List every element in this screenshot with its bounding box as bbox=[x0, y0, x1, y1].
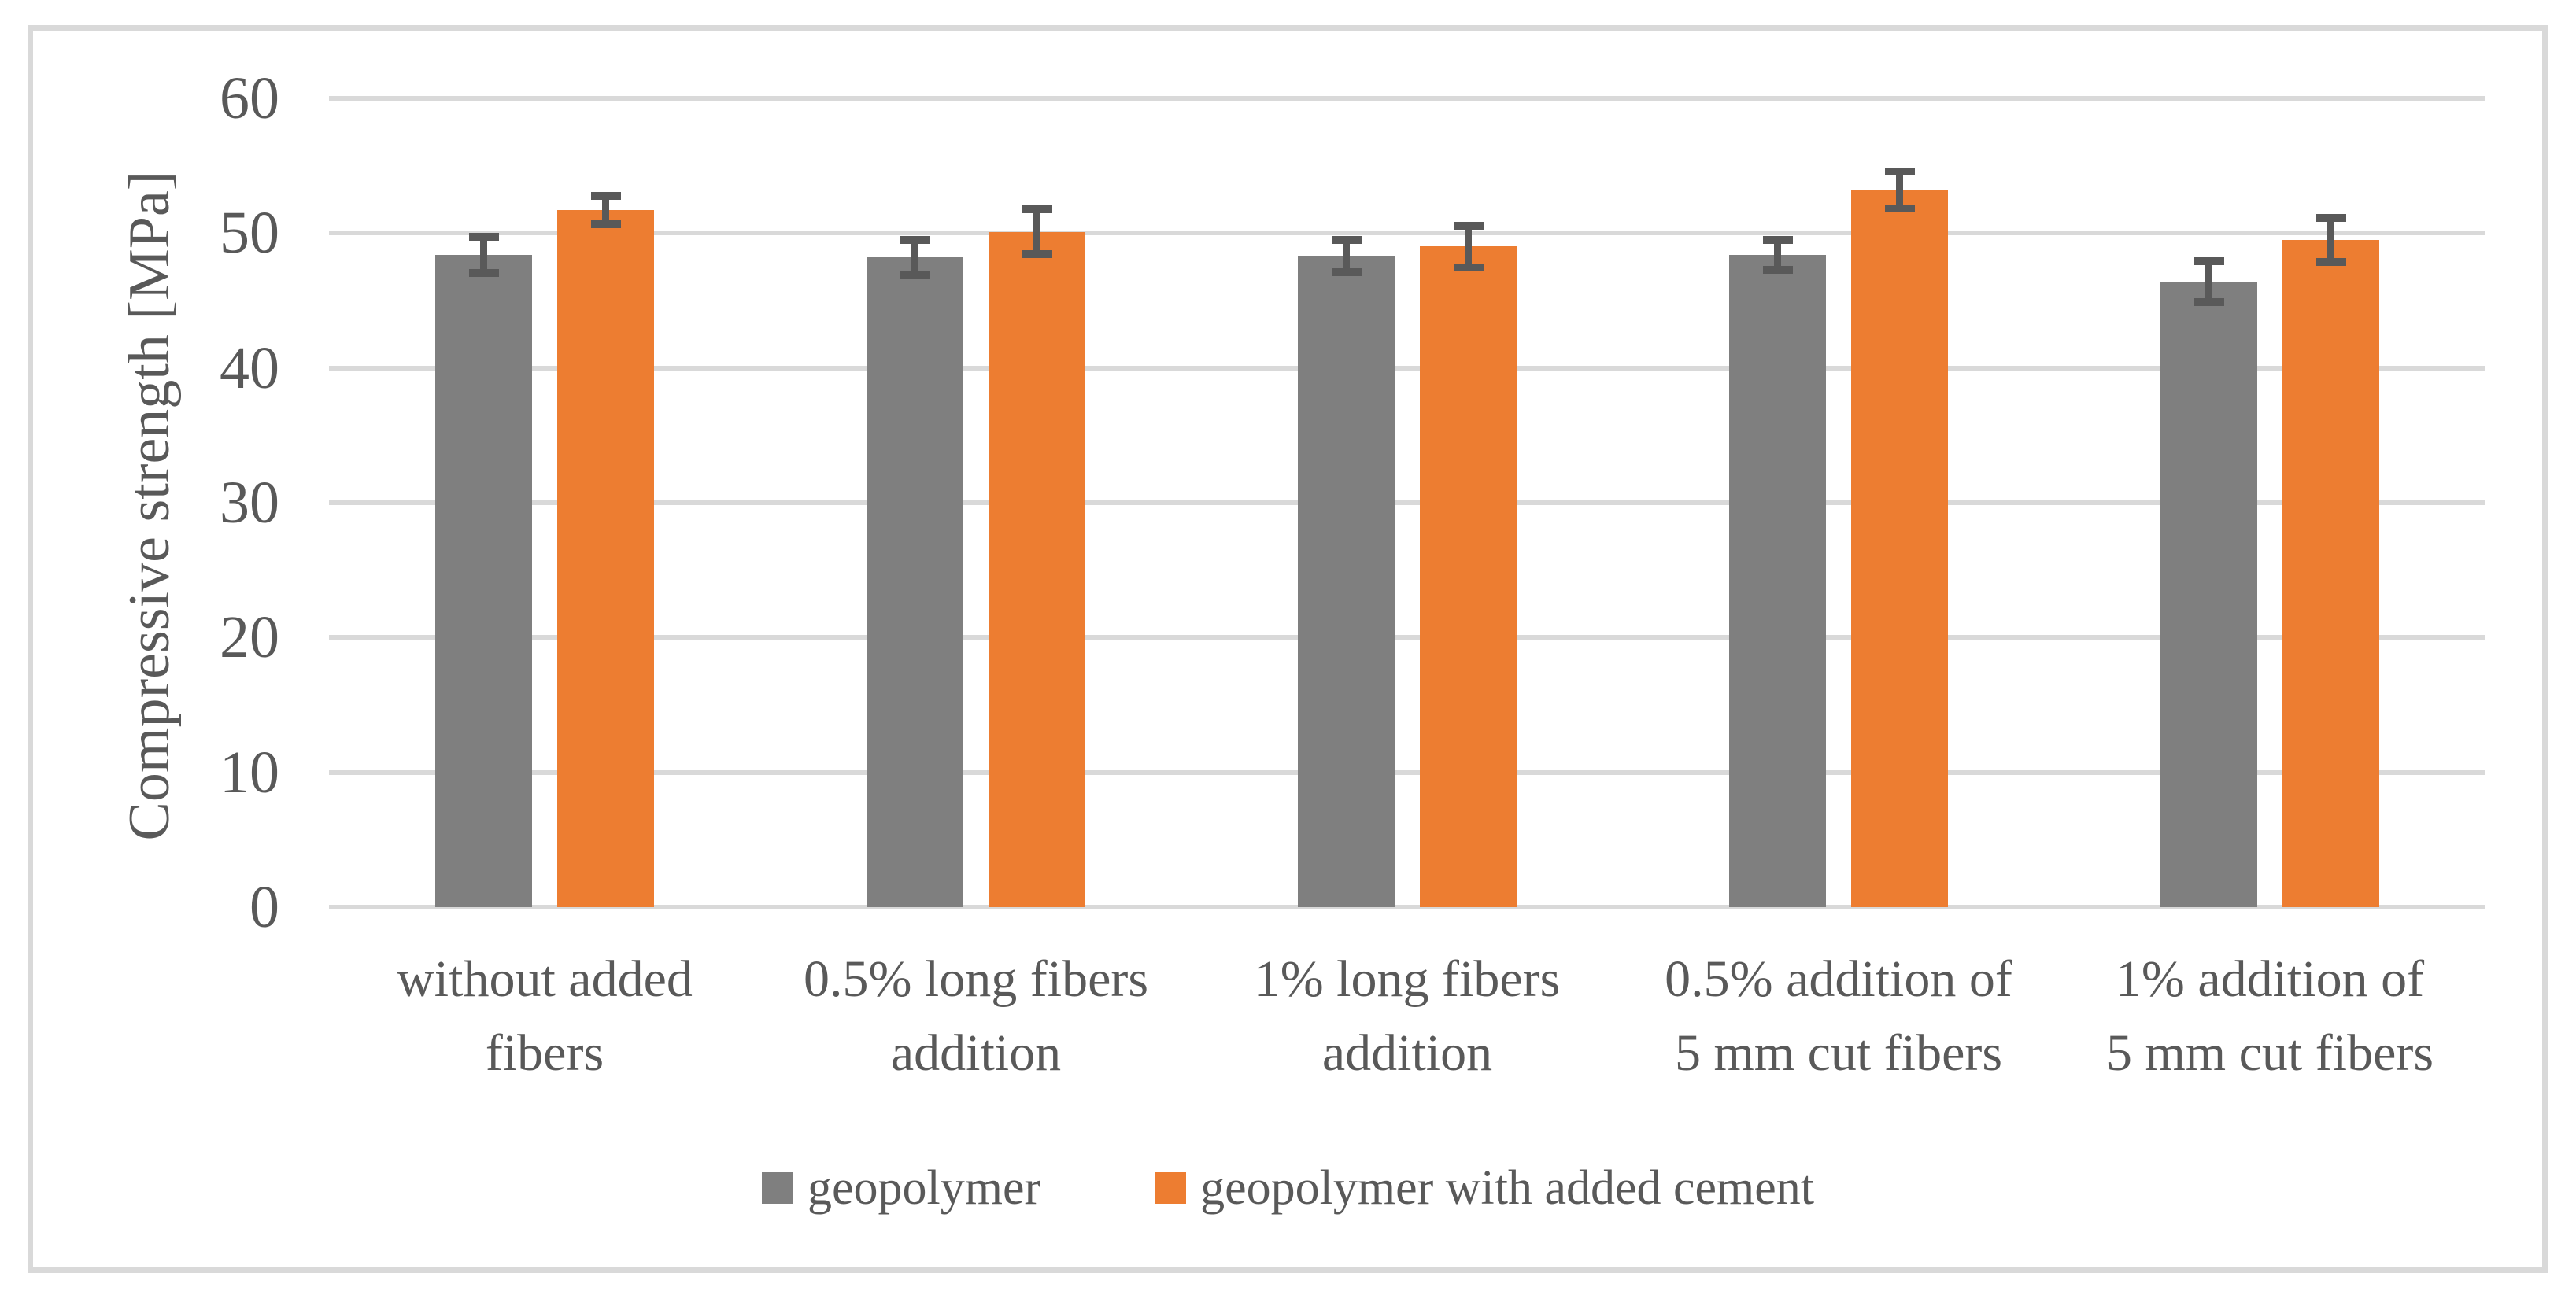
error-bar-cap-bottom bbox=[2193, 297, 2224, 306]
category-label-group4: 0.5% addition of 5 mm cut fibers bbox=[1665, 950, 2012, 1082]
error-bar-stem bbox=[1896, 171, 1903, 209]
y-tick-label-60: 60 bbox=[220, 65, 279, 131]
chart-frame: Compressive strength [MPa] 0 10 20 30 40 50 60… bbox=[28, 25, 2548, 1273]
gridline-10 bbox=[329, 769, 2485, 775]
error-bar-stem bbox=[1343, 239, 1350, 272]
error-bar-stem bbox=[1465, 225, 1472, 268]
legend-swatch-geopolymer-with-cement bbox=[1155, 1172, 1187, 1204]
error-bar-cap-bottom bbox=[900, 271, 930, 279]
error-bar-stem bbox=[2327, 217, 2334, 263]
error-bar-cap-bottom bbox=[468, 268, 499, 277]
legend-item-geopolymer-with-cement: geopolymer with added cement bbox=[1155, 1160, 1814, 1216]
gridline-20 bbox=[329, 635, 2485, 640]
error-bar-cap-top bbox=[2193, 257, 2224, 266]
category-label-group5: 1% addition of 5 mm cut fibers bbox=[2105, 950, 2434, 1082]
bar-series2-group1 bbox=[557, 210, 654, 907]
error-bar-cap-top bbox=[1022, 205, 1052, 214]
y-tick-label-50: 50 bbox=[220, 200, 279, 267]
y-tick-label-40: 40 bbox=[220, 334, 279, 401]
error-bar-cap-bottom bbox=[1022, 249, 1052, 258]
error-bar-stem bbox=[911, 239, 918, 275]
error-bar-cap-top bbox=[2315, 213, 2346, 222]
gridline-40 bbox=[329, 365, 2485, 371]
legend-item-geopolymer: geopolymer bbox=[761, 1160, 1041, 1216]
bar-series2-group4 bbox=[1851, 190, 1948, 907]
error-bar-cap-bottom bbox=[1331, 268, 1362, 277]
legend-label-geopolymer: geopolymer bbox=[807, 1160, 1041, 1215]
bar-series2-group5 bbox=[2282, 239, 2379, 907]
error-bar-stem bbox=[602, 196, 609, 225]
error-bar-cap-bottom bbox=[590, 220, 621, 229]
gridline-0 bbox=[329, 905, 2485, 909]
error-bar-cap-top bbox=[1331, 235, 1362, 244]
gridline-30 bbox=[329, 500, 2485, 505]
category-label-group2: 0.5% long fibers addition bbox=[803, 950, 1149, 1082]
error-bar-cap-top bbox=[1884, 167, 1915, 175]
y-tick-label-20: 20 bbox=[220, 604, 279, 671]
bar-series2-group3 bbox=[1420, 246, 1517, 907]
legend-swatch-geopolymer bbox=[761, 1172, 793, 1204]
legend-label-geopolymer-with-cement: geopolymer with added cement bbox=[1200, 1160, 1815, 1215]
category-label-group1: without added fibers bbox=[397, 950, 693, 1082]
error-bar-cap-bottom bbox=[1884, 205, 1915, 213]
error-bar-stem bbox=[2205, 261, 2212, 302]
bar-series1-group1 bbox=[435, 254, 532, 907]
error-bar-stem bbox=[1774, 239, 1781, 270]
bar-series1-group3 bbox=[1298, 256, 1395, 907]
y-tick-label-30: 30 bbox=[220, 470, 279, 536]
error-bar-stem bbox=[1033, 209, 1040, 254]
category-label-group3: 1% long fibers addition bbox=[1254, 950, 1561, 1082]
error-bar-cap-top bbox=[468, 232, 499, 241]
bar-series2-group2 bbox=[989, 231, 1085, 907]
y-tick-label-0: 0 bbox=[249, 874, 279, 940]
bar-series1-group4 bbox=[1729, 254, 1826, 907]
gridline-60 bbox=[329, 96, 2485, 101]
error-bar-cap-bottom bbox=[1453, 264, 1484, 272]
y-tick-label-10: 10 bbox=[220, 739, 279, 806]
error-bar-cap-bottom bbox=[2315, 258, 2346, 267]
error-bar-cap-top bbox=[1762, 235, 1793, 244]
error-bar-cap-top bbox=[1453, 221, 1484, 230]
error-bar-cap-top bbox=[590, 192, 621, 201]
legend: geopolymer geopolymer with added cement bbox=[33, 1150, 2543, 1226]
gridline-50 bbox=[329, 231, 2485, 236]
error-bar-cap-top bbox=[900, 235, 930, 244]
error-bar-stem bbox=[480, 236, 487, 273]
bar-series1-group2 bbox=[867, 257, 963, 907]
bar-series1-group5 bbox=[2160, 282, 2257, 907]
error-bar-cap-bottom bbox=[1762, 265, 1793, 274]
